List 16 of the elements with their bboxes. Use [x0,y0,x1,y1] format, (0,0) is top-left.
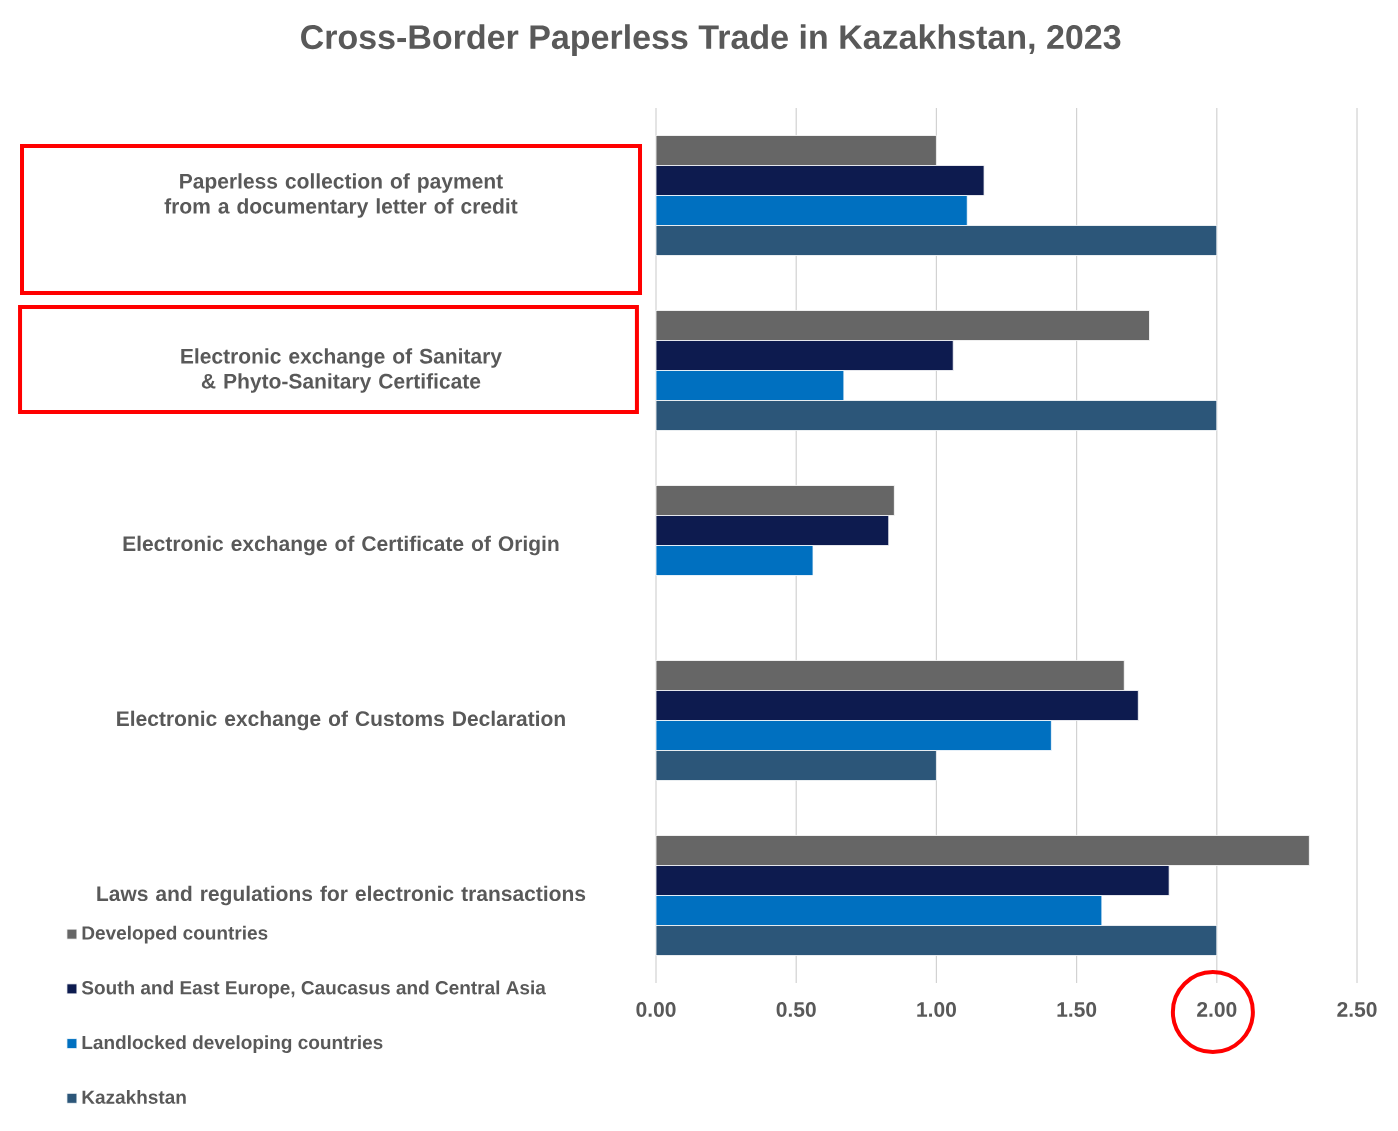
y-tick-label: Electronic exchange of Certificate of Origin [123,535,559,556]
legend-label: South and East Europe, Caucasus and Central Asia [81,980,546,999]
y-tick-label: Laws and regulations for electronic transactions [97,885,586,906]
x-tick-label: 2.50 [1337,1002,1377,1017]
legend-label: Landlocked developing countries [82,1035,383,1054]
x-tick-label: 1.50 [1057,1002,1097,1017]
x-tick-label: 0.00 [636,1002,676,1017]
legend-label: Kazakhstan [82,1089,186,1104]
y-tick-label: Electronic exchange of Customs Declaration [117,710,565,731]
legend-label: Developed countries [82,925,268,944]
y-tick-label: Electronic exchange of Sanitary & Phyto-Sanitary Certificate [181,348,502,393]
y-tick-label: Paperless collection of payment from a documentary letter of credit [164,173,518,218]
chart-title: Cross-Border Paperless Trade in Kazakhstan, 2023 [301,24,1121,56]
x-tick-label: 2.00 [1197,1002,1237,1017]
x-tick-label: 1.00 [917,1002,956,1017]
x-tick-label: 0.50 [776,1002,816,1017]
